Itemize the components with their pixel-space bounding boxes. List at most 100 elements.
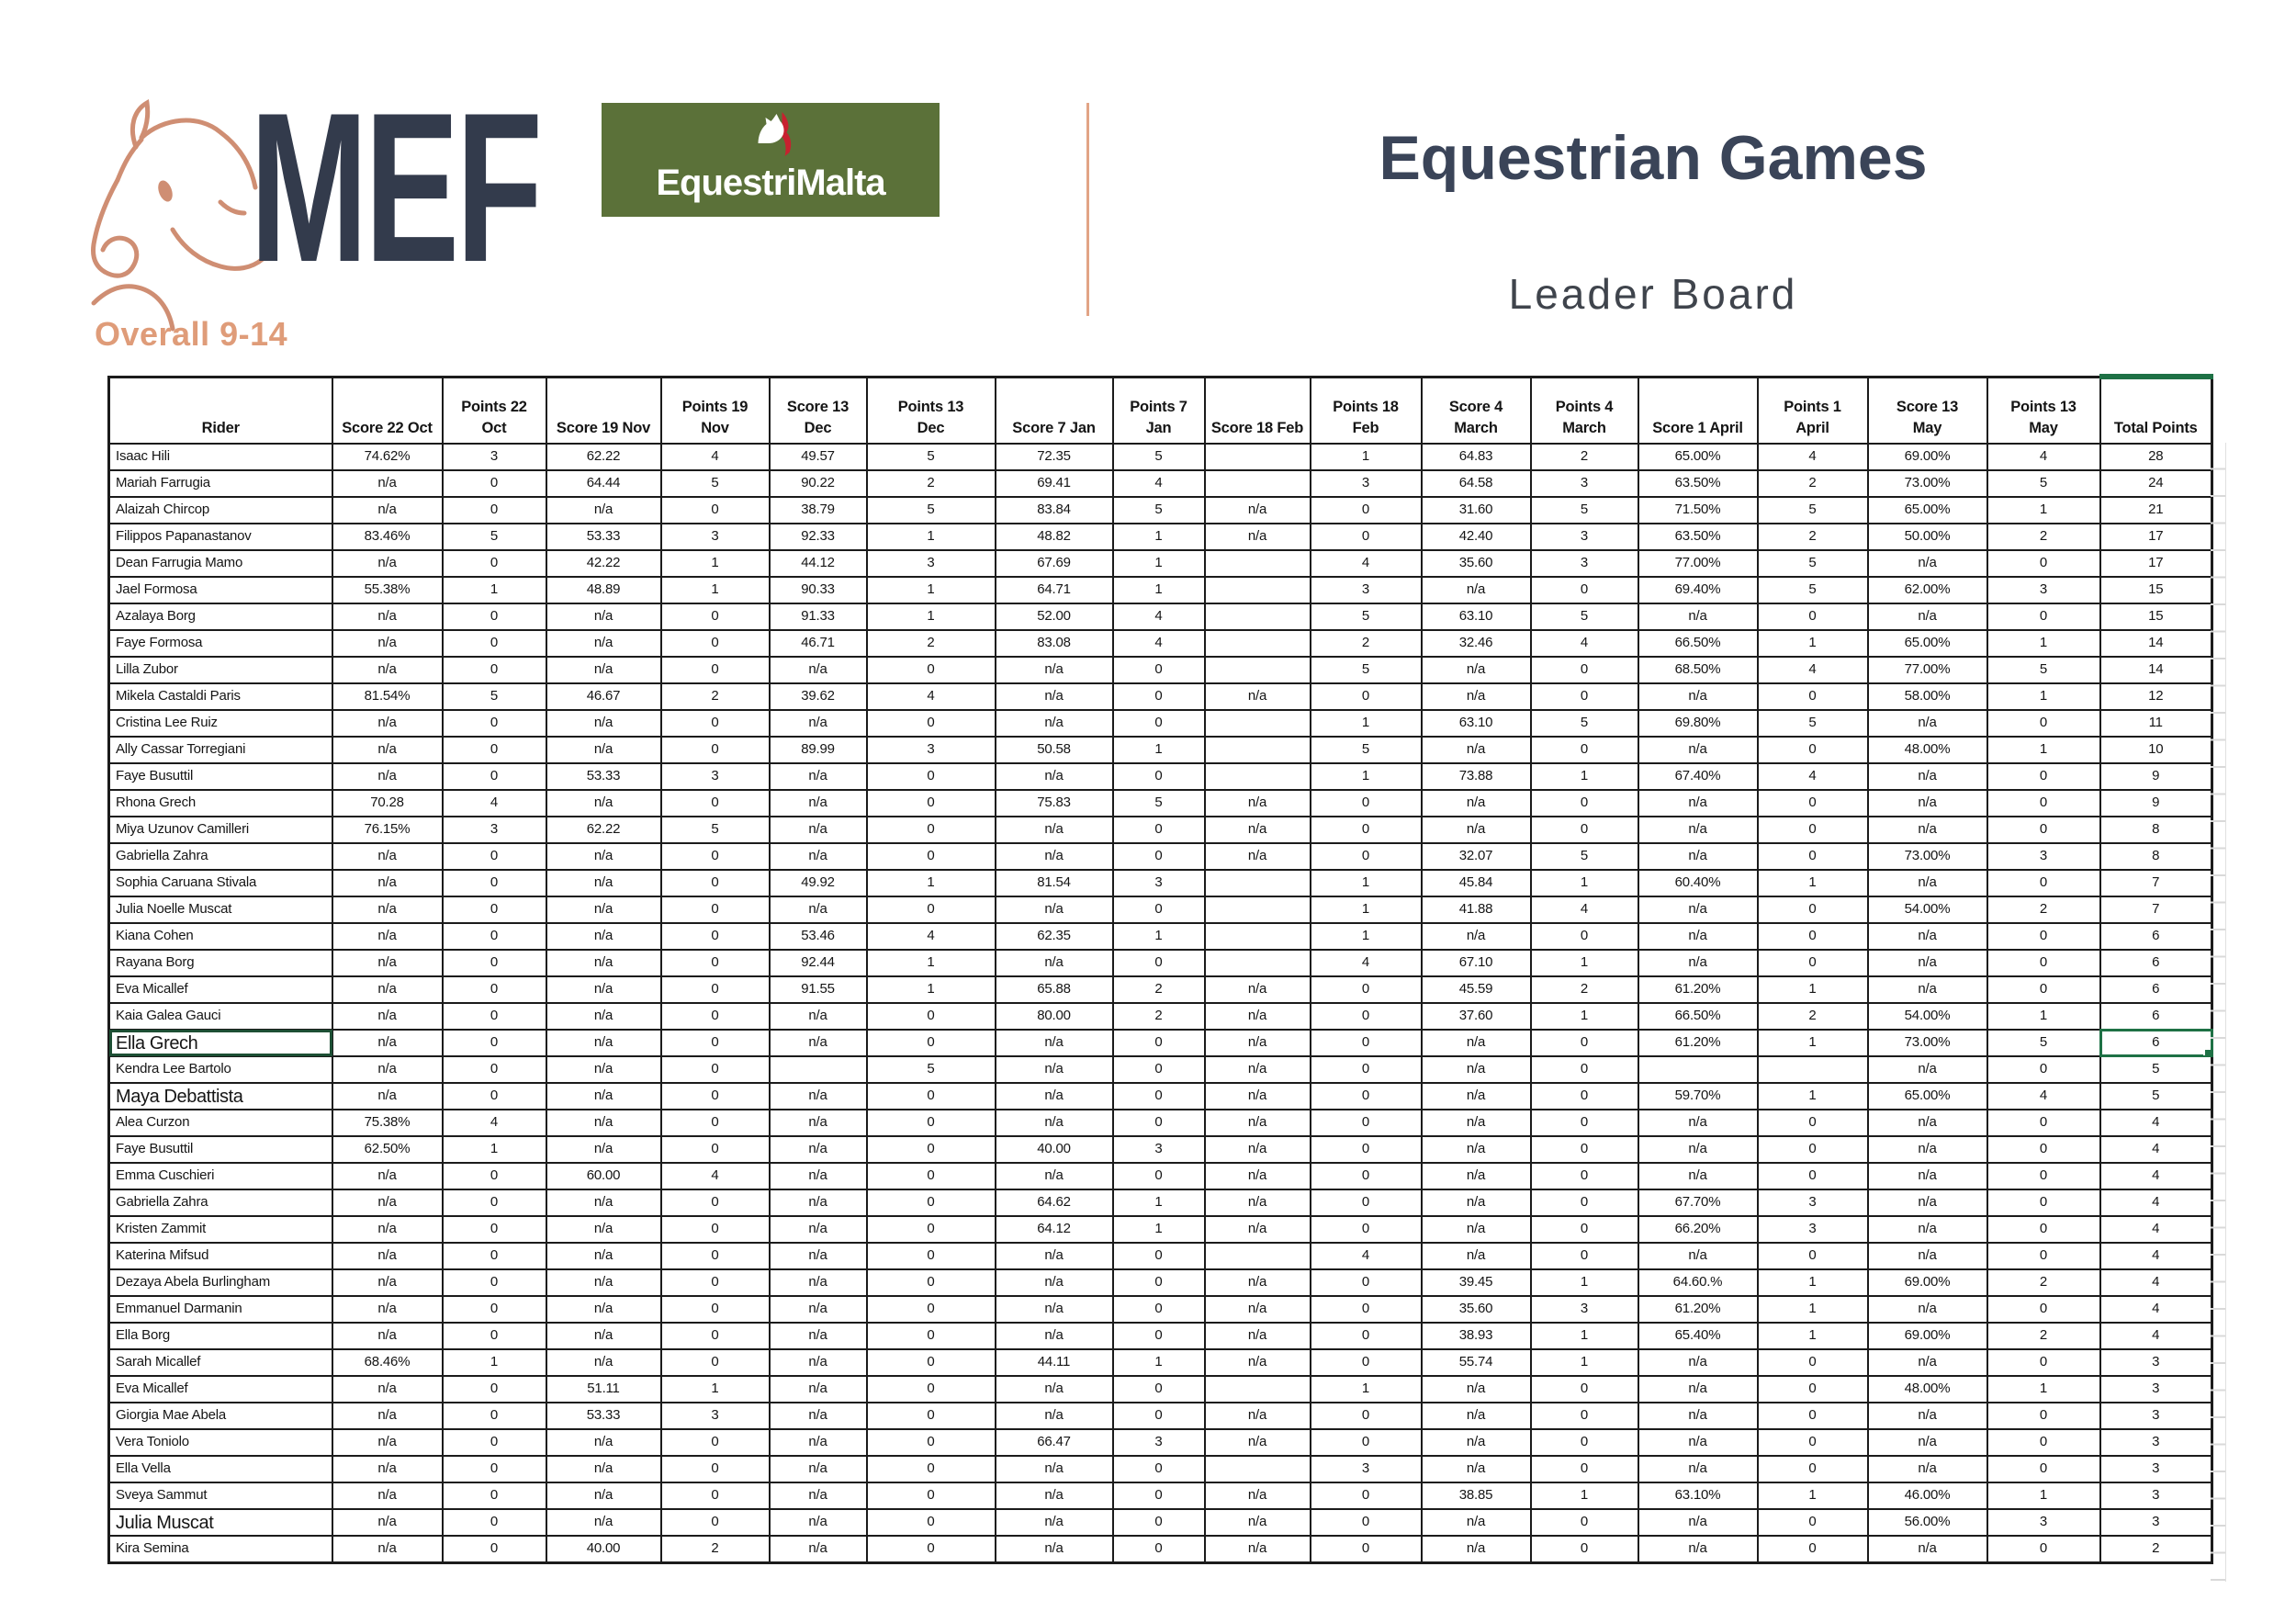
score-cell[interactable]: n/a: [331, 1029, 444, 1057]
score-cell[interactable]: n/a: [545, 1295, 662, 1324]
score-cell[interactable]: 0: [865, 842, 996, 871]
score-cell[interactable]: 0: [1111, 816, 1206, 844]
score-cell[interactable]: 1: [1756, 1295, 1869, 1324]
score-cell[interactable]: n/a: [331, 1322, 444, 1350]
score-cell[interactable]: 0: [441, 842, 547, 871]
score-cell[interactable]: 0: [1986, 1295, 2101, 1324]
score-cell[interactable]: n/a: [1637, 1375, 1759, 1403]
score-cell[interactable]: n/a: [331, 1215, 444, 1244]
score-cell[interactable]: 0: [1529, 1215, 1639, 1244]
score-cell[interactable]: [1203, 949, 1311, 977]
score-cell[interactable]: n/a: [994, 1535, 1114, 1563]
score-cell[interactable]: 0: [1111, 1402, 1206, 1430]
score-cell[interactable]: 0: [659, 949, 771, 977]
score-cell[interactable]: 44.11: [994, 1348, 1114, 1377]
score-cell[interactable]: 2: [659, 682, 771, 711]
score-cell[interactable]: 1: [1529, 1002, 1639, 1031]
score-cell[interactable]: 4: [1756, 656, 1869, 684]
score-cell[interactable]: 0: [441, 1029, 547, 1057]
score-cell[interactable]: n/a: [768, 1455, 868, 1483]
score-cell[interactable]: 0: [441, 1215, 547, 1244]
score-cell[interactable]: n/a: [545, 1482, 662, 1510]
score-cell[interactable]: 50.58: [994, 736, 1114, 764]
total-points-cell[interactable]: 2: [2099, 1535, 2213, 1563]
score-cell[interactable]: 32.07: [1420, 842, 1532, 871]
score-cell[interactable]: 5: [659, 469, 771, 498]
score-cell[interactable]: 0: [1756, 816, 1869, 844]
total-points-cell[interactable]: 6: [2099, 1029, 2213, 1057]
score-cell[interactable]: n/a: [545, 1268, 662, 1297]
score-cell[interactable]: 2: [1756, 469, 1869, 498]
score-cell[interactable]: n/a: [1866, 1455, 1988, 1483]
score-cell[interactable]: 4: [1529, 629, 1639, 658]
rider-name-cell[interactable]: Miya Uzunov Camilleri: [107, 816, 333, 844]
score-cell[interactable]: 63.10%: [1637, 1482, 1759, 1510]
score-cell[interactable]: [1203, 869, 1311, 897]
score-cell[interactable]: 69.00%: [1866, 1322, 1988, 1350]
score-cell[interactable]: 0: [1986, 1055, 2101, 1084]
score-cell[interactable]: n/a: [331, 975, 444, 1004]
score-cell[interactable]: 0: [441, 656, 547, 684]
score-cell[interactable]: 0: [865, 1455, 996, 1483]
score-cell[interactable]: 0: [1111, 1295, 1206, 1324]
score-cell[interactable]: n/a: [331, 1535, 444, 1563]
score-cell[interactable]: n/a: [994, 1242, 1114, 1270]
score-cell[interactable]: 0: [1111, 1055, 1206, 1084]
score-cell[interactable]: n/a: [768, 896, 868, 924]
score-cell[interactable]: n/a: [1420, 1428, 1532, 1457]
score-cell[interactable]: 1: [1309, 922, 1423, 951]
score-cell[interactable]: 0: [441, 496, 547, 524]
score-cell[interactable]: 0: [659, 1348, 771, 1377]
score-cell[interactable]: n/a: [1866, 1428, 1988, 1457]
score-cell[interactable]: n/a: [1203, 1002, 1311, 1031]
score-cell[interactable]: [1203, 896, 1311, 924]
score-cell[interactable]: n/a: [1420, 682, 1532, 711]
score-cell[interactable]: n/a: [545, 1109, 662, 1137]
score-cell[interactable]: 2: [1986, 896, 2101, 924]
score-cell[interactable]: 0: [1309, 816, 1423, 844]
score-cell[interactable]: n/a: [994, 709, 1114, 738]
score-cell[interactable]: 1: [1756, 1322, 1869, 1350]
score-cell[interactable]: 1: [1529, 1322, 1639, 1350]
score-cell[interactable]: n/a: [545, 949, 662, 977]
score-cell[interactable]: 0: [659, 629, 771, 658]
score-cell[interactable]: 0: [659, 496, 771, 524]
score-cell[interactable]: 0: [659, 1215, 771, 1244]
score-cell[interactable]: 0: [1309, 1002, 1423, 1031]
score-cell[interactable]: n/a: [1203, 523, 1311, 551]
score-cell[interactable]: 0: [865, 789, 996, 817]
score-cell[interactable]: 92.33: [768, 523, 868, 551]
score-cell[interactable]: 38.93: [1420, 1322, 1532, 1350]
total-points-cell[interactable]: 14: [2099, 656, 2213, 684]
score-cell[interactable]: n/a: [331, 1455, 444, 1483]
score-cell[interactable]: 65.00%: [1866, 496, 1988, 524]
score-cell[interactable]: n/a: [1637, 949, 1759, 977]
score-cell[interactable]: 0: [865, 1029, 996, 1057]
score-cell[interactable]: 0: [1309, 1402, 1423, 1430]
score-cell[interactable]: 5: [1529, 842, 1639, 871]
score-cell[interactable]: 1: [1986, 1375, 2101, 1403]
total-points-cell[interactable]: 17: [2099, 549, 2213, 578]
score-cell[interactable]: 0: [441, 1455, 547, 1483]
score-cell[interactable]: 1: [1111, 576, 1206, 604]
score-cell[interactable]: 0: [865, 1162, 996, 1190]
score-cell[interactable]: 0: [659, 1135, 771, 1164]
score-cell[interactable]: 0: [865, 762, 996, 791]
score-cell[interactable]: n/a: [331, 842, 444, 871]
total-points-cell[interactable]: 3: [2099, 1348, 2213, 1377]
score-cell[interactable]: 0: [441, 1242, 547, 1270]
score-cell[interactable]: n/a: [1866, 789, 1988, 817]
score-cell[interactable]: n/a: [768, 1135, 868, 1164]
score-cell[interactable]: 0: [865, 1268, 996, 1297]
score-cell[interactable]: 4: [659, 443, 771, 471]
score-cell[interactable]: n/a: [1203, 1428, 1311, 1457]
rider-name-cell[interactable]: Mariah Farrugia: [107, 469, 333, 498]
score-cell[interactable]: n/a: [1637, 736, 1759, 764]
score-cell[interactable]: n/a: [1420, 1109, 1532, 1137]
score-cell[interactable]: 63.50%: [1637, 523, 1759, 551]
score-cell[interactable]: [1203, 443, 1311, 471]
score-cell[interactable]: 0: [441, 1162, 547, 1190]
score-cell[interactable]: 0: [1529, 1082, 1639, 1110]
column-header-total-points[interactable]: Total Points: [2099, 374, 2213, 445]
score-cell[interactable]: 65.00%: [1637, 443, 1759, 471]
